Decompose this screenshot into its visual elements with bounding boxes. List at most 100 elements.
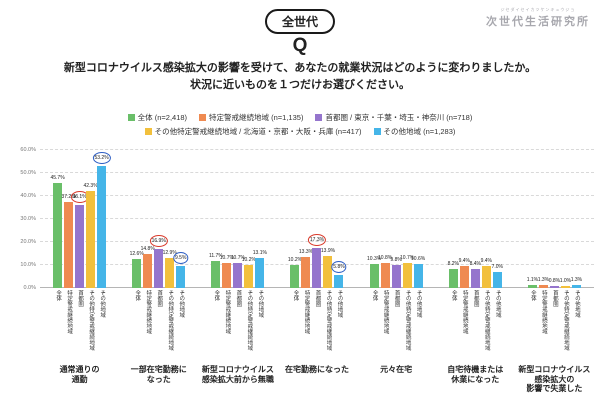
bar-group: 45.7% 37.2% 36.1% 42.3% 53.2%	[40, 150, 119, 288]
legend-swatch	[127, 114, 135, 121]
y-tick-label: 40.0%	[20, 193, 36, 199]
bar	[86, 190, 96, 288]
bar	[334, 274, 344, 288]
category-label: 新型コロナウイルス 感染拡大の 影響で失業した	[518, 365, 591, 394]
bar-value-label: 10.8%	[378, 255, 393, 262]
bar-value-label-circled: 16.9%	[149, 235, 168, 248]
bar-value-label: 1.3%	[570, 277, 583, 284]
bar-value-label: 7.0%	[491, 263, 503, 270]
gridline	[40, 149, 594, 150]
bar	[413, 263, 423, 288]
bar-value-label: 10.7%	[219, 255, 234, 262]
bar-value-label: 0.8%	[548, 278, 561, 285]
category-labels: 通常通りの 通勤 一部在宅勤務に なった 新型コロナウイルス 感染拡大前から無職 在宅…	[40, 365, 594, 394]
bar-axis-label: その他特定警戒継続地域	[167, 290, 174, 351]
bar-value-label: 10.3%	[367, 256, 382, 263]
bar-value-label-circled: 5.8%	[331, 260, 347, 273]
bar-value-label: 45.7%	[50, 174, 65, 181]
bar-wrap: 10.7%	[219, 150, 234, 288]
bar-axis-label: 特定警戒継続地域	[66, 290, 73, 334]
bar-value-label-circled: 9.5%	[173, 252, 189, 265]
legend-label: 特定警戒継続地域 (n=1,135)	[209, 113, 304, 122]
bar-axis-label: 特定警戒継続地域	[461, 290, 468, 334]
bar-value-label: 10.6%	[411, 255, 426, 262]
sublabel-group: 全体 特定警戒継続地域 首都圏 その他特定警戒継続地域 その他地域	[357, 288, 436, 364]
plot-area: 0.0% 10.0% 20.0% 30.0% 40.0% 50.0% 60.0% 45.7% 3…	[20, 147, 594, 291]
bar	[154, 249, 164, 288]
bar-wrap: 13.9%	[321, 150, 335, 288]
bar	[211, 261, 221, 288]
sublabel-group: 全体 特定警戒継続地域 首都圏 その他特定警戒継続地域 その他地域	[40, 288, 119, 364]
bar-wrap: 37.2%	[61, 150, 76, 288]
legend-item: 特定警戒継続地域 (n=1,135)	[199, 112, 303, 123]
bar	[391, 265, 401, 288]
bar	[233, 263, 243, 288]
legend-swatch	[315, 114, 323, 121]
bar-group: 8.2% 9.4% 8.4% 9.4% 7.0%	[436, 150, 515, 288]
bar	[176, 266, 186, 288]
legend-item: 全体 (n=2,418)	[127, 112, 187, 123]
bar-wrap: 0.8%	[548, 150, 561, 288]
logo-reading: ジセダイセイカツケンキュウジョ	[500, 7, 576, 12]
bar-value-label: 9.4%	[480, 258, 492, 265]
bar-wrap: 14.8%	[141, 150, 155, 288]
category-label: 新型コロナウイルス 感染拡大前から無職	[201, 365, 274, 384]
bar-axis-label: 首都圏	[472, 290, 479, 307]
bar-value-label: 1.3%	[537, 277, 550, 284]
bar-wrap: 16.9%	[149, 150, 168, 288]
bar-wrap: 5.8%	[331, 150, 347, 288]
bar	[222, 263, 232, 288]
bar-value-label: 13.3%	[298, 249, 314, 256]
bar-wrap: 53.2%	[92, 150, 111, 288]
bar-axis-label: その他特定警戒継続地域	[246, 290, 253, 351]
bar	[402, 263, 412, 288]
logo: ジセダイセイカツケンキュウジョ 次世代生活研究所	[486, 7, 590, 29]
bar-value-label: 10.2%	[287, 256, 303, 263]
bar	[255, 257, 265, 288]
bar-value-label: 1.0%	[559, 277, 572, 284]
bar	[312, 248, 322, 288]
bar-wrap: 10.3%	[367, 150, 382, 288]
bar	[492, 271, 502, 288]
bar-axis-label: 全体	[450, 290, 457, 301]
audience-badge: 全世代	[264, 9, 336, 34]
bar-wrap: 1.0%	[559, 150, 572, 288]
bar-axis-label: 首都圏	[551, 290, 558, 307]
bar	[143, 253, 153, 288]
bar-axis-label: 全体	[529, 290, 536, 301]
bar	[571, 285, 581, 288]
bar-wrap: 10.7%	[400, 150, 414, 288]
sublabel-group: 全体 特定警戒継続地域 首都圏 その他特定警戒継続地域 その他地域	[198, 288, 277, 364]
category-label: 通常通りの 通勤	[59, 365, 100, 384]
bar-value-label: 12.6%	[129, 251, 144, 258]
bar	[470, 268, 480, 288]
bar-group: 10.2% 13.3% 17.3% 13.9% 5.8%	[277, 150, 356, 288]
bar-axis-label: 特定警戒継続地域	[224, 290, 231, 334]
bar	[132, 259, 142, 288]
bar-axis-label: 首都圏	[314, 290, 321, 307]
bar-value-label: 9.8%	[390, 257, 402, 264]
bar-axis-label: 全体	[134, 290, 141, 301]
bar-group: 1.1% 1.3% 0.8% 1.0% 1.3%	[515, 150, 594, 288]
y-tick-label: 50.0%	[20, 170, 36, 176]
bar	[301, 257, 311, 288]
y-tick-label: 20.0%	[20, 239, 36, 245]
bar-value-label: 1.1%	[526, 277, 539, 284]
bar-axis-label: 特定警戒継続地域	[540, 290, 547, 334]
bar	[244, 264, 254, 288]
bar	[97, 165, 107, 288]
bar-wrap: 10.6%	[411, 150, 426, 288]
bar	[323, 256, 333, 288]
bar	[448, 269, 458, 288]
category-label: 自宅待機または 休業になった	[447, 365, 504, 384]
bar-axis-label: その他地域	[415, 290, 422, 318]
sublabel-group: 全体 特定警戒継続地域 首都圏 その他特定警戒継続地域 その他地域	[515, 288, 594, 364]
bar-axis-label: 特定警戒継続地域	[303, 290, 310, 334]
sublabel-group: 全体 特定警戒継続地域 首都圏 その他特定警戒継続地域 その他地域	[436, 288, 515, 364]
bar-axis-label: 全体	[213, 290, 220, 301]
legend-row-1: 全体 (n=2,418) 特定警戒継続地域 (n=1,135) 首都圏 / 東京・千…	[127, 112, 472, 123]
sublabel-group: 全体 特定警戒継続地域 首都圏 その他特定警戒継続地域 その他地域	[119, 288, 198, 364]
bars-row: 45.7% 37.2% 36.1% 42.3% 53.2% 12.6% 14.8% 16.9%…	[40, 150, 594, 288]
bar	[538, 285, 548, 288]
bar-axis-label: その他特定警戒継続地域	[483, 290, 490, 351]
